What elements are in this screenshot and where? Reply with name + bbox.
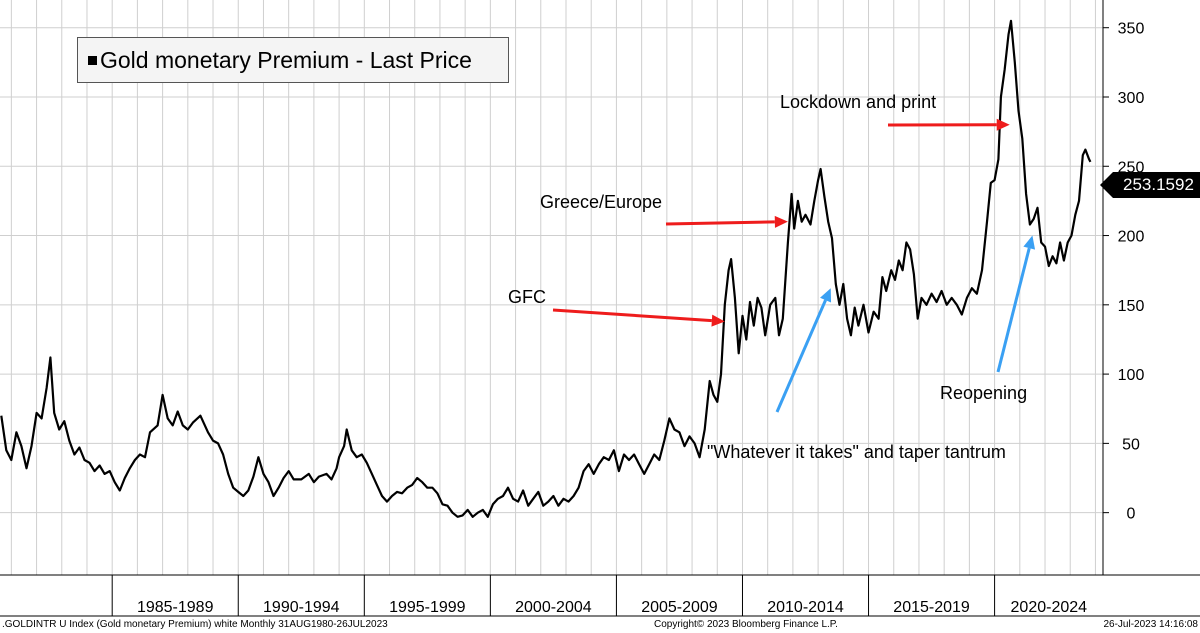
x-category-label: 1990-1994: [263, 599, 340, 616]
annotation-whatever-it-takes: "Whatever it takes" and taper tantrum: [707, 442, 1006, 462]
x-category-label: 2005-2009: [641, 599, 718, 616]
y-tick-label: 100: [1118, 367, 1145, 384]
annotation-arrow-head-icon: [774, 215, 788, 228]
annotation-arrow-shaft: [552, 308, 712, 323]
annotation-gfc: GFC: [508, 287, 546, 307]
annotation-arrow-head-icon: [711, 314, 725, 327]
y-tick-label: 200: [1118, 229, 1145, 246]
y-tick-label: 350: [1118, 21, 1145, 38]
annotation-lockdown: Lockdown and print: [780, 92, 937, 112]
series-layer: [0, 19, 1092, 518]
x-category-label: 2015-2019: [893, 599, 970, 616]
y-tick-label: 0: [1127, 506, 1136, 523]
annotation-reopening: Reopening: [940, 383, 1028, 403]
footer-source: .GOLDINTR U Index (Gold monetary Premium…: [2, 619, 388, 630]
x-category-label: 1995-1999: [389, 599, 466, 616]
x-category-label: 2010-2014: [767, 599, 844, 616]
annotation-arrow-shaft: [775, 299, 827, 413]
annotation-arrow-head-icon: [820, 288, 832, 303]
y-tick-label: 300: [1118, 90, 1145, 107]
last-value-label: 253.1592: [1113, 172, 1200, 198]
grid-lines: [0, 0, 1103, 575]
last-value-pointer-icon: [1100, 172, 1113, 198]
legend-square-icon: [88, 56, 97, 65]
y-tick-label: 50: [1122, 436, 1140, 453]
x-category-label: 2020-2024: [1011, 599, 1088, 616]
footer-timestamp: 26-Jul-2023 14:16:08: [1103, 619, 1198, 630]
x-category-label: 2000-2004: [515, 599, 592, 616]
annotation-arrow-head-icon: [1023, 235, 1036, 250]
series-line: [0, 19, 1092, 518]
annotation-arrow-shaft: [996, 247, 1031, 373]
annotation-arrow-head-icon: [996, 118, 1010, 131]
y-tick-label: 150: [1118, 298, 1145, 315]
annotation-greece: Greece/Europe: [540, 192, 663, 212]
x-category-label: 1985-1989: [137, 599, 214, 616]
legend: Gold monetary Premium - Last Price: [77, 37, 509, 83]
footer-copyright: Copyright© 2023 Bloomberg Finance L.P.: [654, 619, 838, 630]
annotation-arrows: [552, 118, 1036, 413]
legend-label: Gold monetary Premium - Last Price: [100, 47, 472, 73]
annotation-arrow-shaft: [665, 220, 775, 226]
